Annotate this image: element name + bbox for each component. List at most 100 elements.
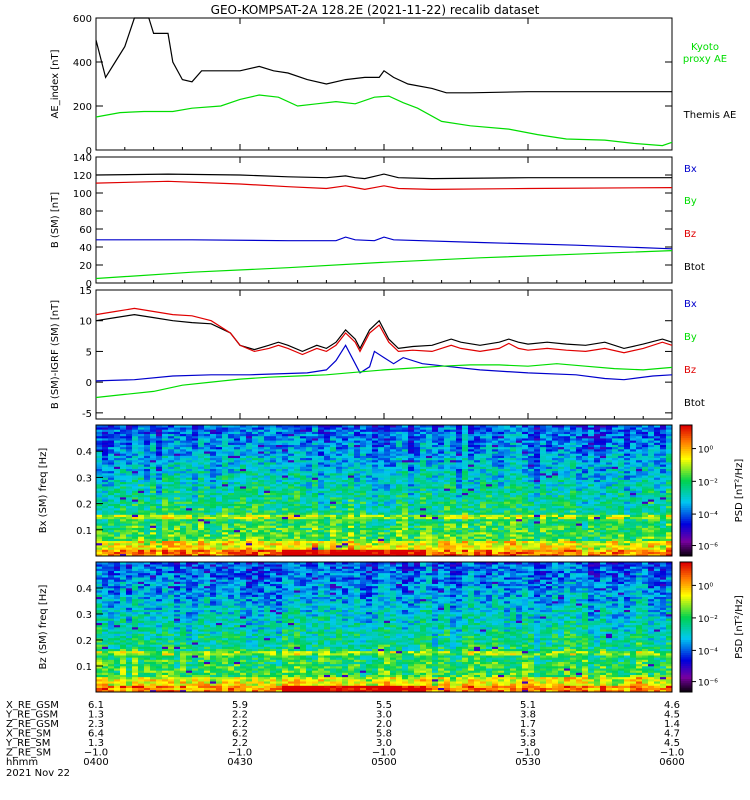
spectrogram-cell (510, 512, 517, 515)
spectrogram-cell (348, 444, 355, 448)
spectrogram-cell (462, 475, 469, 478)
spectrogram-cell (126, 540, 133, 544)
spectrogram-cell (510, 523, 517, 526)
spectrogram-cell (360, 547, 367, 550)
spectrogram-cell (216, 449, 223, 452)
spectrogram-cell (456, 494, 463, 498)
spectrogram-cell (510, 514, 517, 517)
spectrogram-cell (168, 481, 175, 485)
spectrogram-cell (150, 501, 157, 504)
spectrogram-cell (546, 451, 553, 454)
series-line-bx (96, 236, 673, 250)
spectrogram-cell (390, 538, 397, 542)
spectrogram-cell (258, 549, 265, 552)
spectrogram-cell (402, 468, 409, 472)
spectrogram-cell (324, 455, 331, 459)
spectrogram-cell (294, 475, 301, 478)
spectrogram-cell (504, 486, 511, 489)
spectrogram-cell (570, 440, 577, 443)
spectrogram-cell (486, 488, 493, 491)
spectrogram-cell (312, 534, 319, 537)
spectrogram-cell (354, 531, 361, 535)
spectrogram-cell (306, 514, 313, 517)
spectrogram-cell (528, 525, 535, 528)
spectrogram-cell (420, 451, 427, 454)
spectrogram-cell (144, 475, 151, 478)
spectrogram-cell (186, 503, 193, 507)
spectrogram-cell (408, 492, 415, 496)
spectrogram-cell (468, 475, 475, 478)
spectrogram-cell (378, 523, 385, 526)
spectrogram-cell (396, 449, 403, 452)
spectrogram-cell (144, 499, 151, 502)
spectrogram-cell (540, 459, 547, 463)
spectrogram-cell (504, 501, 511, 504)
spectrogram-cell (354, 440, 361, 443)
spectrogram-cell (330, 492, 337, 496)
spectrogram-cell (534, 455, 541, 459)
spectrogram-cell (102, 449, 109, 452)
spectrogram-cell (222, 534, 229, 537)
spectrogram-cell (336, 503, 343, 507)
spectrogram-cell (258, 459, 265, 463)
spectrogram-cell (432, 521, 439, 524)
spectrogram-cell (150, 542, 157, 546)
spectrogram-cell (426, 429, 433, 432)
spectrogram-cell (324, 505, 331, 509)
spectrogram-cell (300, 547, 307, 550)
spectrogram-cell (312, 475, 319, 478)
spectrogram-cell (168, 459, 175, 463)
spectrogram-cell (480, 451, 487, 454)
spectrogram-cell (234, 542, 241, 546)
spectrogram-cell (510, 547, 517, 550)
spectrogram-cell (336, 427, 343, 430)
spectrogram-cell (282, 481, 289, 485)
spectrogram-cell (210, 527, 217, 531)
spectrogram-cell (546, 536, 553, 539)
spectrogram-cell (288, 425, 295, 428)
spectrogram-cell (312, 453, 319, 456)
spectrogram-cell (288, 431, 295, 435)
spectrogram-cell (222, 462, 229, 465)
spectrogram-cell (336, 516, 343, 520)
spectrogram-cell (216, 433, 223, 437)
spectrogram-cell (144, 490, 151, 493)
spectrogram-cell (138, 492, 145, 496)
spectrogram-cell (282, 486, 289, 489)
spectrogram-cell (126, 499, 133, 502)
spectrogram-cell (510, 518, 517, 522)
spectrogram-cell (516, 488, 523, 491)
spectrogram-cell (546, 440, 553, 443)
spectrogram-cell (288, 516, 295, 520)
spectrogram-cell (96, 438, 103, 441)
spectrogram-cell (570, 512, 577, 515)
spectrogram-cell (192, 538, 199, 542)
spectrogram-cell (300, 516, 307, 520)
spectrogram-cell (426, 499, 433, 502)
spectrogram-cell (366, 549, 373, 552)
spectrogram-cell (498, 425, 505, 428)
spectrogram-cell (306, 549, 313, 552)
spectrogram-cell (372, 516, 379, 520)
spectrogram-cell (318, 536, 325, 539)
spectrogram-cell (234, 486, 241, 489)
spectrogram-cell (450, 518, 457, 522)
spectrogram-cell (372, 483, 379, 487)
spectrogram-cell (384, 462, 391, 465)
spectrogram-cell (420, 527, 427, 531)
spectrogram-cell (510, 442, 517, 445)
spectrogram-cell (96, 483, 103, 487)
spectrogram-cell (522, 540, 529, 544)
spectrogram-cell (252, 545, 259, 548)
spectrogram-cell (204, 492, 211, 496)
spectrogram-cell (96, 433, 103, 437)
spectrogram-cell (198, 549, 205, 552)
spectrogram-cell (210, 427, 217, 430)
spectrogram-cell (540, 483, 547, 487)
spectrogram-cell (246, 466, 253, 469)
spectrogram-cell (144, 427, 151, 430)
spectrogram-cell (288, 490, 295, 493)
spectrogram-cell (138, 549, 145, 552)
spectrogram-cell (540, 507, 547, 511)
spectrogram-cell (96, 534, 103, 537)
